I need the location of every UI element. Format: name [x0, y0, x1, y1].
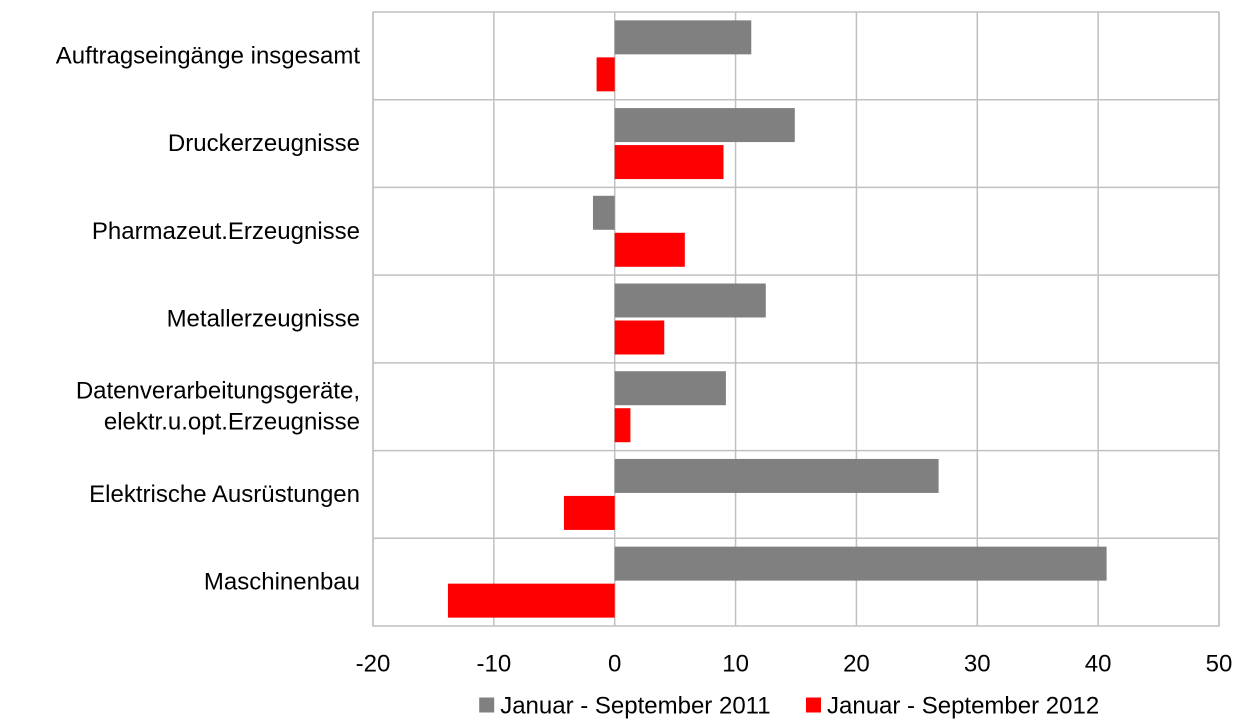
bar-series-2	[614, 145, 724, 180]
bar-series-1	[614, 458, 939, 493]
category-label: Metallerzeugnisse	[167, 306, 360, 333]
bar-series-2	[614, 320, 665, 355]
bar-series-2	[447, 583, 615, 618]
legend-label: Januar - September 2011	[500, 693, 770, 720]
x-tick-label: 40	[1085, 651, 1112, 678]
x-tick-label: -20	[356, 651, 391, 678]
x-tick-label: 20	[843, 651, 870, 678]
category-label: Maschinenbau	[204, 569, 360, 596]
x-tick-label: -10	[477, 651, 512, 678]
category-label: Datenverarbeitungsgeräte,	[76, 378, 360, 405]
bar-series-1	[614, 546, 1107, 581]
x-tick-label: 50	[1206, 651, 1233, 678]
x-tick-label: 0	[608, 651, 621, 678]
legend-swatch	[806, 697, 821, 713]
bar-series-2	[596, 57, 615, 92]
category-label: Auftragseingänge insgesamt	[56, 42, 361, 69]
x-tick-label: 10	[722, 651, 749, 678]
bar-series-1	[614, 371, 726, 406]
bar-series-2	[614, 232, 685, 267]
bar-series-1	[614, 20, 752, 55]
category-label: Pharmazeut.Erzeugnisse	[92, 218, 360, 245]
plot-area-frame	[372, 11, 1220, 627]
x-tick-label: 30	[964, 651, 991, 678]
bar-series-1	[592, 195, 615, 230]
legend-label: Januar - September 2012	[827, 693, 1099, 720]
bar-series-1	[614, 108, 795, 143]
bar-series-2	[563, 495, 615, 530]
category-label: elektr.u.opt.Erzeugnisse	[104, 409, 360, 436]
legend-swatch	[479, 697, 495, 713]
category-label: Elektrische Ausrüstungen	[89, 481, 360, 508]
category-label: Druckerzeugnisse	[168, 130, 360, 157]
bar-series-1	[614, 283, 766, 318]
bar-series-2	[614, 408, 631, 443]
legend: Januar - September 2011 Januar - Septembe…	[479, 693, 1099, 720]
